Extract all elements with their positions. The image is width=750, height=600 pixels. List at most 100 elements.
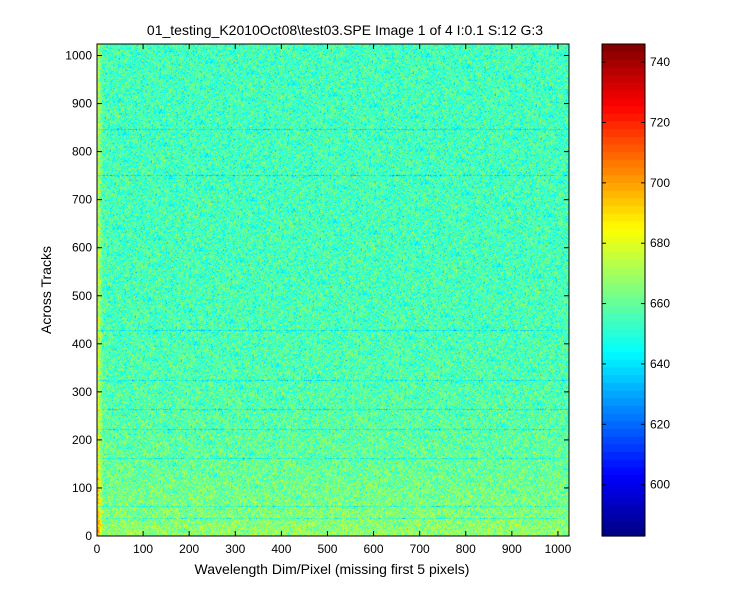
- colorbar-swatch: [602, 443, 645, 453]
- colorbar-swatch: [602, 205, 645, 214]
- colorbar-swatch: [602, 128, 645, 137]
- x-tick-label: 200: [179, 542, 199, 556]
- x-tick-label: 700: [410, 542, 430, 556]
- colorbar-swatch: [602, 274, 645, 283]
- colorbar-swatch: [602, 182, 645, 191]
- y-tick-label: 1000: [65, 49, 92, 63]
- colorbar-swatch: [602, 474, 645, 483]
- colorbar-swatch: [602, 520, 645, 529]
- colorbar-swatch: [602, 113, 645, 122]
- colorbar-tick-label: 700: [650, 176, 670, 190]
- colorbar-swatch: [602, 120, 645, 130]
- plot-axes: 0 100 200 300 400 500 600 700 800 900 1000 0 100 200 3…: [65, 43, 572, 556]
- colorbar-swatch: [602, 436, 645, 445]
- y-tick-label: 500: [72, 289, 92, 303]
- x-tick-label: 900: [502, 542, 522, 556]
- colorbar-swatch: [602, 389, 645, 399]
- y-tick-label: 400: [72, 337, 92, 351]
- colorbar-swatch: [602, 505, 645, 514]
- colorbar-swatch: [602, 136, 645, 145]
- colorbar-swatch: [602, 382, 645, 391]
- colorbar-swatch: [602, 359, 645, 368]
- colorbar-swatch: [602, 428, 645, 437]
- colorbar-swatch: [602, 236, 645, 245]
- colorbar-swatch: [602, 105, 645, 114]
- chart-title: 01_testing_K2010Oct08\test03.SPE Image 1…: [147, 22, 543, 38]
- colorbar-frame: [601, 43, 646, 537]
- colorbar-swatch: [602, 351, 645, 360]
- x-tick-label: 800: [456, 542, 476, 556]
- colorbar-swatch: [602, 174, 645, 183]
- y-tick-label: 100: [72, 481, 92, 495]
- y-tick-label: 800: [72, 145, 92, 159]
- colorbar-swatch: [602, 320, 645, 330]
- colorbar-swatch: [602, 213, 645, 222]
- heatmap-image: [97, 44, 569, 536]
- colorbar-swatch: [602, 343, 645, 353]
- colorbar-swatch: [602, 297, 645, 306]
- colorbar-swatch: [602, 512, 645, 522]
- colorbar-swatch: [602, 374, 645, 383]
- x-tick-label: 100: [133, 542, 153, 556]
- y-tick-label: 0: [85, 529, 92, 543]
- colorbar-tick-label: 600: [650, 478, 670, 492]
- colorbar-swatch: [602, 336, 645, 345]
- colorbar: 600 620 640 660 680 700 720 740: [601, 43, 670, 537]
- colorbar-swatch: [602, 97, 645, 107]
- colorbar-swatch: [602, 290, 645, 299]
- colorbar-swatch: [602, 190, 645, 199]
- y-tick-label: 200: [72, 433, 92, 447]
- x-tick-label: 1000: [545, 542, 572, 556]
- colorbar-swatch: [602, 328, 645, 337]
- colorbar-swatch: [602, 459, 645, 468]
- colorbar-swatch: [602, 167, 645, 176]
- colorbar-swatch: [602, 313, 645, 322]
- colorbar-swatch: [602, 266, 645, 276]
- colorbar-swatch: [602, 74, 645, 84]
- colorbar-swatch: [602, 67, 645, 76]
- colorbar-swatch: [602, 497, 645, 506]
- colorbar-tick-label: 720: [650, 115, 670, 129]
- x-tick-label: 0: [94, 542, 101, 556]
- colorbar-tick-label: 640: [650, 357, 670, 371]
- colorbar-swatch: [602, 59, 645, 68]
- x-tick-label: 400: [271, 542, 291, 556]
- y-tick-label: 900: [72, 97, 92, 111]
- colorbar-swatch: [602, 305, 645, 314]
- x-axis-label: Wavelength Dim/Pixel (missing first 5 pi…: [195, 561, 470, 577]
- y-tick-label: 700: [72, 193, 92, 207]
- x-tick-label: 500: [317, 542, 337, 556]
- colorbar-swatch: [602, 82, 645, 91]
- colorbar-swatch: [602, 220, 645, 230]
- colorbar-swatch: [602, 489, 645, 499]
- colorbar-swatch: [602, 420, 645, 429]
- colorbar-swatch: [602, 451, 645, 460]
- colorbar-swatch: [602, 197, 645, 207]
- colorbar-swatch: [602, 151, 645, 160]
- colorbar-swatch: [602, 259, 645, 268]
- colorbar-swatch: [602, 282, 645, 291]
- colorbar-swatch: [602, 466, 645, 476]
- colorbar-swatch: [602, 90, 645, 99]
- colorbar-swatch: [602, 405, 645, 414]
- colorbar-swatch: [602, 44, 645, 53]
- colorbar-swatch: [602, 413, 645, 422]
- y-tick-label: 600: [72, 241, 92, 255]
- colorbar-tick-label: 660: [650, 297, 670, 311]
- x-tick-label: 600: [364, 542, 384, 556]
- x-tick-label: 300: [225, 542, 245, 556]
- colorbar-tick-label: 680: [650, 236, 670, 250]
- y-axis-label: Across Tracks: [38, 246, 54, 334]
- colorbar-swatch: [602, 366, 645, 376]
- colorbar-swatch: [602, 228, 645, 237]
- colorbar-swatch: [602, 51, 645, 60]
- colorbar-tick-label: 740: [650, 55, 670, 69]
- colorbar-swatch: [602, 159, 645, 168]
- plot-frame: [96, 43, 570, 537]
- colorbar-swatch: [602, 397, 645, 406]
- y-tick-label: 300: [72, 385, 92, 399]
- colorbar-swatch: [602, 528, 645, 537]
- colorbar-swatch: [602, 143, 645, 153]
- colorbar-tick-label: 620: [650, 417, 670, 431]
